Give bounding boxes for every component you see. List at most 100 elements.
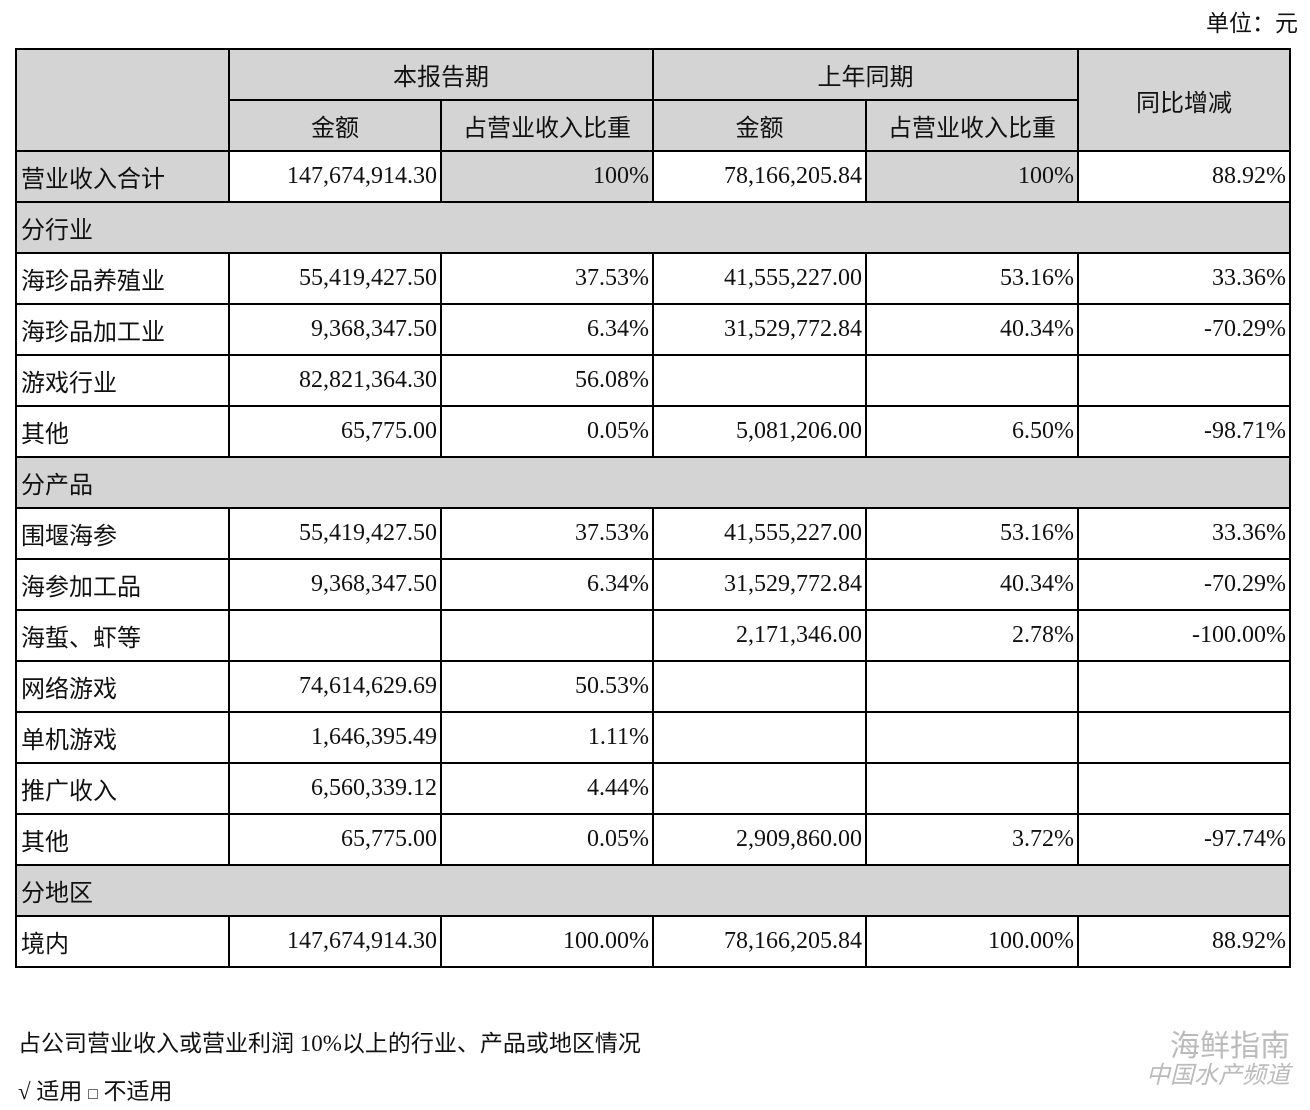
section-title: 分产品 bbox=[15, 456, 1291, 509]
cell-cur-share: 6.34% bbox=[440, 558, 654, 611]
cell-prev-amount: 78,166,205.84 bbox=[652, 915, 867, 968]
cell-cur-share: 56.08% bbox=[440, 354, 654, 407]
table-row: 其他 65,775.00 0.05% 2,909,860.00 3.72% -97.74% bbox=[15, 813, 1291, 866]
cell-cur-share: 37.53% bbox=[440, 507, 654, 560]
cell-prev-share: 40.34% bbox=[865, 303, 1079, 356]
cell-yoy: -70.29% bbox=[1077, 558, 1291, 611]
cell-cur-share: 0.05% bbox=[440, 813, 654, 866]
cell-cur-amount: 55,419,427.50 bbox=[228, 252, 442, 305]
cell-yoy: -97.74% bbox=[1077, 813, 1291, 866]
total-cur-amount: 147,674,914.30 bbox=[228, 150, 442, 203]
cell-prev-amount: 2,171,346.00 bbox=[652, 609, 867, 662]
cell-prev-share: 3.72% bbox=[865, 813, 1079, 866]
check-mark[interactable]: √ bbox=[18, 1079, 31, 1104]
total-row: 营业收入合计 147,674,914.30 100% 78,166,205.84… bbox=[15, 150, 1291, 203]
cell-prev-share: 6.50% bbox=[865, 405, 1079, 458]
cell-cur-share: 6.34% bbox=[440, 303, 654, 356]
cell-prev-share: 100.00% bbox=[865, 915, 1079, 968]
cell-cur-amount: 74,614,629.69 bbox=[228, 660, 442, 713]
section-row: 分地区 bbox=[15, 864, 1291, 917]
cell-cur-amount: 65,775.00 bbox=[228, 813, 442, 866]
cell-cur-amount: 9,368,347.50 bbox=[228, 558, 442, 611]
cell-cur-share: 1.11% bbox=[440, 711, 654, 764]
cell-yoy bbox=[1077, 660, 1291, 713]
cell-label: 游戏行业 bbox=[15, 354, 230, 407]
section-title: 分地区 bbox=[15, 864, 1291, 917]
cell-yoy: -70.29% bbox=[1077, 303, 1291, 356]
cell-label: 单机游戏 bbox=[15, 711, 230, 764]
cell-prev-amount: 31,529,772.84 bbox=[652, 558, 867, 611]
header-row-2: 金额 占营业收入比重 金额 占营业收入比重 bbox=[16, 99, 1290, 152]
cell-prev-share: 2.78% bbox=[865, 609, 1079, 662]
section-title: 分行业 bbox=[15, 201, 1291, 254]
cell-cur-share: 0.05% bbox=[440, 405, 654, 458]
not-applicable-label: 不适用 bbox=[103, 1079, 173, 1104]
cell-yoy: -100.00% bbox=[1077, 609, 1291, 662]
cell-cur-share: 50.53% bbox=[440, 660, 654, 713]
cell-label: 海珍品加工业 bbox=[15, 303, 230, 356]
applicability: √ 适用 □ 不适用 bbox=[18, 1072, 173, 1106]
cell-yoy: 33.36% bbox=[1077, 252, 1291, 305]
cell-prev-amount: 2,909,860.00 bbox=[652, 813, 867, 866]
table-row: 推广收入 6,560,339.12 4.44% bbox=[15, 762, 1291, 815]
cell-cur-amount bbox=[228, 609, 442, 662]
cell-cur-share: 100.00% bbox=[440, 915, 654, 968]
table-row: 其他 65,775.00 0.05% 5,081,206.00 6.50% -98.71% bbox=[15, 405, 1291, 458]
cell-cur-share: 4.44% bbox=[440, 762, 654, 815]
checkbox[interactable]: □ bbox=[88, 1086, 98, 1103]
table-row: 海珍品养殖业 55,419,427.50 37.53% 41,555,227.00 53… bbox=[15, 252, 1291, 305]
total-prev-share: 100% bbox=[865, 150, 1079, 203]
table-row: 海珍品加工业 9,368,347.50 6.34% 31,529,772.84 40.3… bbox=[15, 303, 1291, 356]
cell-label: 境内 bbox=[15, 915, 230, 968]
cell-prev-amount: 5,081,206.00 bbox=[652, 405, 867, 458]
cell-cur-amount: 147,674,914.30 bbox=[228, 915, 442, 968]
header-blank bbox=[15, 48, 230, 152]
unit-label: 单位：元 bbox=[1206, 11, 1298, 36]
header-prev-share: 占营业收入比重 bbox=[865, 99, 1079, 152]
total-prev-amount: 78,166,205.84 bbox=[652, 150, 867, 203]
cell-yoy: 88.92% bbox=[1077, 915, 1291, 968]
cell-label: 网络游戏 bbox=[15, 660, 230, 713]
cell-label: 其他 bbox=[15, 813, 230, 866]
header-row-1: 本报告期 上年同期 同比增减 bbox=[15, 48, 1291, 152]
cell-label: 其他 bbox=[15, 405, 230, 458]
cell-prev-share: 53.16% bbox=[865, 507, 1079, 560]
table-row: 围堰海参 55,419,427.50 37.53% 41,555,227.00 53.1… bbox=[15, 507, 1291, 560]
cell-prev-amount bbox=[652, 660, 867, 713]
cell-yoy bbox=[1077, 354, 1291, 407]
cell-cur-share: 37.53% bbox=[440, 252, 654, 305]
header-cur-share: 占营业收入比重 bbox=[440, 99, 654, 152]
cell-prev-share bbox=[865, 762, 1079, 815]
cell-yoy: -98.71% bbox=[1077, 405, 1291, 458]
cell-label: 围堰海参 bbox=[15, 507, 230, 560]
section-row: 分产品 bbox=[15, 456, 1291, 509]
cell-yoy bbox=[1077, 762, 1291, 815]
table-row: 单机游戏 1,646,395.49 1.11% bbox=[15, 711, 1291, 764]
cell-prev-amount bbox=[652, 711, 867, 764]
header-current-period: 本报告期 bbox=[228, 48, 654, 101]
cell-prev-amount bbox=[652, 762, 867, 815]
cell-prev-share bbox=[865, 354, 1079, 407]
table-row: 海蜇、虾等 2,171,346.00 2.78% -100.00% bbox=[15, 609, 1291, 662]
watermark-line2: 中国水产频道 bbox=[1146, 1063, 1290, 1089]
header-cur-amount: 金额 bbox=[228, 99, 442, 152]
table-row: 网络游戏 74,614,629.69 50.53% bbox=[15, 660, 1291, 713]
cell-yoy: 33.36% bbox=[1077, 507, 1291, 560]
cell-prev-amount: 41,555,227.00 bbox=[652, 507, 867, 560]
cell-cur-amount: 6,560,339.12 bbox=[228, 762, 442, 815]
cell-label: 海珍品养殖业 bbox=[15, 252, 230, 305]
cell-label: 推广收入 bbox=[15, 762, 230, 815]
header-prior-period: 上年同期 bbox=[652, 48, 1079, 101]
table-row: 游戏行业 82,821,364.30 56.08% bbox=[15, 354, 1291, 407]
cell-prev-share: 40.34% bbox=[865, 558, 1079, 611]
revenue-table: 本报告期 上年同期 同比增减 金额 占营业收入比重 金额 占营业收入比重 营业收… bbox=[15, 48, 1291, 968]
cell-label: 海蜇、虾等 bbox=[15, 609, 230, 662]
cell-label: 海参加工品 bbox=[15, 558, 230, 611]
total-label: 营业收入合计 bbox=[15, 150, 230, 203]
header-yoy: 同比增减 bbox=[1077, 48, 1291, 152]
cell-prev-share bbox=[865, 711, 1079, 764]
cell-cur-amount: 9,368,347.50 bbox=[228, 303, 442, 356]
cell-prev-amount bbox=[652, 354, 867, 407]
watermark-line1: 海鲜指南 bbox=[1170, 1030, 1290, 1063]
section-row: 分行业 bbox=[15, 201, 1291, 254]
